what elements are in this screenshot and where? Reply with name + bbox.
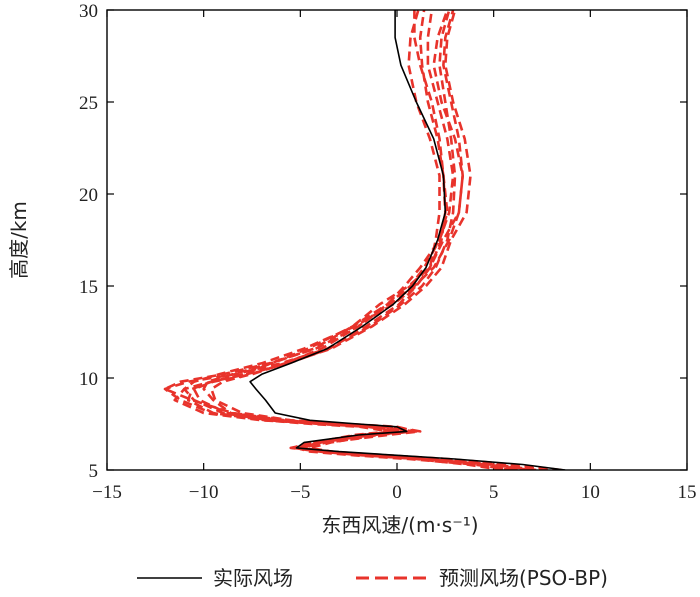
y-tick-label: 5: [89, 461, 99, 482]
predicted-series-line-4: [186, 10, 533, 470]
x-tick-label: 0: [392, 482, 402, 503]
y-tick-labels: 5 10 15 20 25 30: [79, 1, 98, 482]
predicted-series-line-8: [210, 10, 529, 470]
legend: 实际风场 预测风场(PSO-BP): [137, 566, 608, 590]
x-tick-labels: −15 −10 −5 0 5 10 15: [92, 482, 696, 503]
predicted-series-line-6: [163, 10, 514, 470]
y-axis-label: 高度/km: [7, 201, 31, 279]
plot-area: [163, 10, 566, 470]
x-tick-label: −10: [189, 482, 219, 503]
predicted-series-line-3: [183, 10, 504, 470]
x-tick-label: 10: [581, 482, 600, 503]
legend-label-actual: 实际风场: [213, 566, 293, 590]
x-tick-label: −5: [290, 482, 310, 503]
y-tick-label: 25: [79, 93, 98, 114]
x-tick-label: 15: [678, 482, 697, 503]
x-axis-label: 东西风速/(m·s⁻¹): [321, 513, 478, 537]
predicted-series-line-7: [163, 10, 548, 470]
y-tick-label: 20: [79, 185, 98, 206]
legend-label-predicted: 预测风场(PSO-BP): [439, 566, 608, 590]
predicted-series-line-2: [173, 10, 537, 470]
actual-series-line: [249, 10, 566, 470]
plot-frame: [106, 9, 688, 471]
y-tick-label: 10: [79, 369, 98, 390]
x-tick-label: −15: [92, 482, 122, 503]
y-tick-label: 15: [79, 277, 98, 298]
predicted-series-line-1: [202, 10, 562, 470]
y-tick-label: 30: [79, 1, 98, 22]
x-tick-label: 5: [489, 482, 499, 503]
predicted-series-line-5: [192, 10, 518, 470]
